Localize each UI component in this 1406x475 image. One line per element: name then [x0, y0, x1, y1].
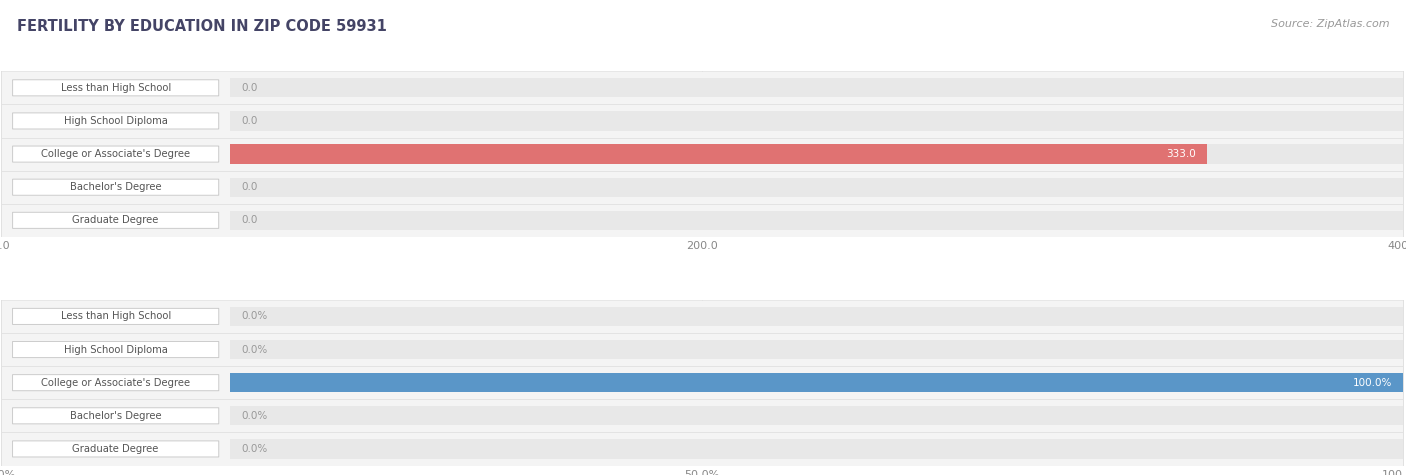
Bar — [1, 137, 1403, 171]
Text: FERTILITY BY EDUCATION IN ZIP CODE 59931: FERTILITY BY EDUCATION IN ZIP CODE 59931 — [17, 19, 387, 34]
Text: 0.0%: 0.0% — [240, 312, 267, 322]
Bar — [231, 144, 1403, 164]
Text: 333.0: 333.0 — [1166, 149, 1195, 159]
Bar — [1, 432, 1403, 466]
Text: High School Diploma: High School Diploma — [63, 344, 167, 354]
Text: 0.0: 0.0 — [240, 83, 257, 93]
Bar — [1, 366, 1403, 399]
FancyBboxPatch shape — [13, 179, 219, 195]
FancyBboxPatch shape — [13, 146, 219, 162]
Bar — [231, 439, 1403, 458]
Text: 0.0: 0.0 — [240, 116, 257, 126]
Text: 0.0%: 0.0% — [240, 411, 267, 421]
Text: Less than High School: Less than High School — [60, 83, 170, 93]
Bar — [1, 204, 1403, 237]
Text: High School Diploma: High School Diploma — [63, 116, 167, 126]
Bar — [231, 373, 1403, 392]
FancyBboxPatch shape — [13, 212, 219, 228]
Text: 0.0%: 0.0% — [240, 344, 267, 354]
FancyBboxPatch shape — [13, 408, 219, 424]
Bar — [231, 307, 1403, 326]
Bar — [231, 406, 1403, 426]
Bar — [231, 178, 1403, 197]
Bar — [1, 104, 1403, 137]
Bar — [1, 71, 1403, 104]
Bar — [1, 300, 1403, 333]
Text: 0.0: 0.0 — [240, 215, 257, 225]
Text: Source: ZipAtlas.com: Source: ZipAtlas.com — [1271, 19, 1389, 29]
Text: Bachelor's Degree: Bachelor's Degree — [70, 182, 162, 192]
FancyBboxPatch shape — [13, 375, 219, 391]
Text: Graduate Degree: Graduate Degree — [73, 215, 159, 225]
Bar — [1, 399, 1403, 432]
Text: College or Associate's Degree: College or Associate's Degree — [41, 378, 190, 388]
FancyBboxPatch shape — [13, 80, 219, 96]
Text: Bachelor's Degree: Bachelor's Degree — [70, 411, 162, 421]
Text: Graduate Degree: Graduate Degree — [73, 444, 159, 454]
Bar — [1, 333, 1403, 366]
Bar — [231, 211, 1403, 230]
FancyBboxPatch shape — [13, 342, 219, 358]
FancyBboxPatch shape — [13, 113, 219, 129]
Text: 100.0%: 100.0% — [1353, 378, 1392, 388]
Bar — [231, 340, 1403, 359]
Bar — [231, 144, 1206, 164]
Text: College or Associate's Degree: College or Associate's Degree — [41, 149, 190, 159]
Bar — [231, 373, 1403, 392]
Text: Less than High School: Less than High School — [60, 312, 170, 322]
FancyBboxPatch shape — [13, 308, 219, 324]
Bar — [231, 78, 1403, 97]
Bar — [1, 171, 1403, 204]
Bar — [231, 111, 1403, 131]
Text: 0.0%: 0.0% — [240, 444, 267, 454]
Text: 0.0: 0.0 — [240, 182, 257, 192]
FancyBboxPatch shape — [13, 441, 219, 457]
